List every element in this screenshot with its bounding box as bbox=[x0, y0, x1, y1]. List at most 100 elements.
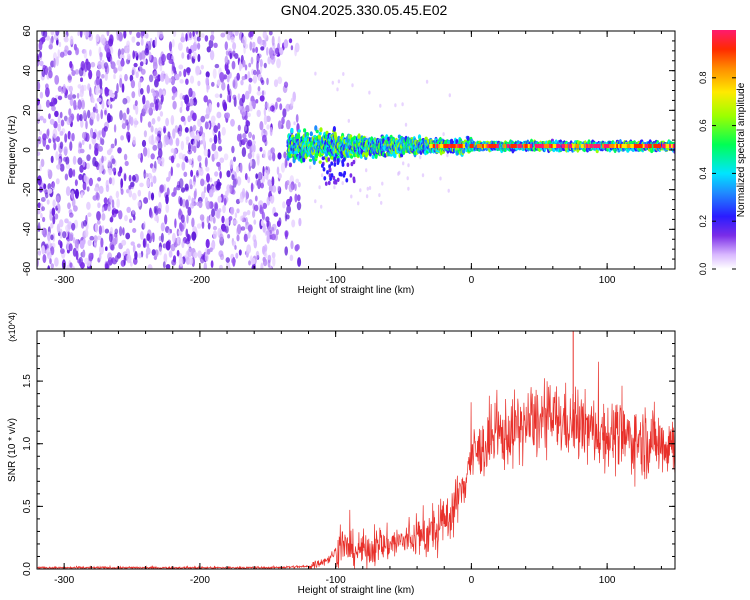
peak-cell bbox=[489, 144, 496, 148]
noise-cell bbox=[265, 230, 270, 236]
noise-cell bbox=[209, 50, 215, 61]
noise-cell bbox=[204, 157, 208, 168]
noise-cell bbox=[77, 157, 83, 166]
noise-cell bbox=[37, 112, 40, 119]
noise-cell bbox=[147, 121, 152, 128]
noise-cell bbox=[219, 233, 224, 242]
noise-cell bbox=[87, 83, 91, 91]
noise-cell bbox=[120, 135, 124, 141]
noise-cell bbox=[253, 239, 258, 249]
noise-cell bbox=[37, 202, 41, 209]
noise-cell bbox=[101, 225, 105, 234]
signal-cell bbox=[324, 181, 328, 186]
noise-cell bbox=[205, 106, 211, 117]
noise-cell bbox=[406, 176, 409, 181]
noise-cell bbox=[118, 32, 123, 42]
noise-cell bbox=[49, 37, 53, 49]
noise-cell bbox=[209, 137, 213, 143]
noise-cell bbox=[185, 228, 189, 238]
noise-cell bbox=[130, 261, 133, 267]
noise-cell bbox=[37, 175, 42, 186]
noise-cell bbox=[187, 115, 191, 123]
noise-cell bbox=[59, 51, 65, 58]
noise-cell bbox=[139, 77, 143, 83]
noise-cell bbox=[217, 195, 222, 203]
noise-cell bbox=[281, 116, 285, 125]
noise-cell bbox=[275, 47, 280, 55]
noise-cell bbox=[252, 69, 257, 76]
noise-cell bbox=[108, 38, 114, 47]
noise-cell bbox=[54, 213, 59, 220]
noise-cell bbox=[146, 84, 150, 94]
noise-cell bbox=[67, 74, 72, 83]
noise-cell bbox=[295, 178, 300, 184]
noise-cell bbox=[180, 140, 185, 151]
peak-cell bbox=[632, 144, 635, 148]
noise-cell bbox=[142, 58, 147, 65]
noise-cell bbox=[439, 176, 442, 181]
noise-cell bbox=[109, 55, 113, 65]
noise-cell bbox=[37, 250, 42, 256]
noise-cell bbox=[225, 257, 230, 263]
noise-cell bbox=[239, 215, 244, 222]
noise-cell bbox=[39, 51, 42, 58]
signal-cell bbox=[342, 173, 346, 178]
noise-cell bbox=[237, 124, 241, 131]
noise-cell bbox=[314, 199, 317, 204]
noise-cell bbox=[59, 141, 64, 150]
noise-cell bbox=[201, 255, 206, 260]
noise-cell bbox=[277, 76, 283, 85]
noise-cell bbox=[176, 163, 181, 168]
peak-cell bbox=[670, 144, 673, 148]
noise-cell bbox=[71, 197, 76, 208]
peak-cell bbox=[589, 144, 593, 148]
noise-cell bbox=[42, 64, 47, 70]
noise-cell bbox=[81, 84, 84, 95]
noise-cell bbox=[170, 75, 176, 86]
noise-cell bbox=[81, 99, 85, 110]
noise-cell bbox=[70, 190, 75, 199]
noise-cell bbox=[189, 158, 192, 166]
noise-cell bbox=[271, 252, 276, 259]
noise-cell bbox=[368, 90, 371, 95]
noise-cell bbox=[149, 210, 154, 219]
snr-panel: -300 -200 -100 0 100 0.00.51.01.5 Height of … bbox=[7, 312, 676, 596]
noise-cell bbox=[51, 97, 56, 107]
noise-cell bbox=[238, 105, 243, 111]
noise-cell bbox=[132, 50, 135, 60]
noise-cell bbox=[219, 171, 222, 179]
noise-cell bbox=[137, 80, 142, 90]
noise-cell bbox=[55, 151, 59, 161]
noise-cell bbox=[205, 238, 210, 249]
noise-cell bbox=[52, 128, 58, 139]
noise-cell bbox=[252, 75, 258, 84]
noise-cell bbox=[60, 248, 65, 255]
noise-cell bbox=[225, 218, 230, 227]
noise-cell bbox=[122, 97, 128, 105]
noise-cell bbox=[236, 176, 242, 186]
noise-cell bbox=[96, 69, 101, 79]
noise-cell bbox=[190, 169, 194, 177]
noise-cell bbox=[254, 195, 258, 202]
noise-cell bbox=[108, 233, 113, 243]
noise-cell bbox=[109, 195, 113, 203]
noise-cell bbox=[235, 252, 239, 259]
noise-cell bbox=[200, 115, 206, 123]
noise-cell bbox=[71, 70, 76, 76]
noise-cell bbox=[214, 171, 219, 177]
noise-cell bbox=[189, 184, 193, 190]
noise-cell bbox=[203, 186, 207, 194]
noise-cell bbox=[342, 72, 345, 76]
noise-cell bbox=[176, 184, 181, 191]
noise-cell bbox=[290, 45, 294, 51]
noise-cell bbox=[94, 187, 99, 192]
noise-cell bbox=[273, 212, 279, 217]
noise-cell bbox=[188, 257, 194, 266]
noise-cell bbox=[101, 155, 104, 164]
noise-cell bbox=[75, 250, 79, 261]
peak-cell bbox=[462, 144, 465, 148]
noise-cell bbox=[277, 173, 282, 179]
signal-cell bbox=[327, 180, 331, 186]
noise-cell bbox=[74, 179, 78, 187]
signal-cell bbox=[466, 135, 470, 141]
